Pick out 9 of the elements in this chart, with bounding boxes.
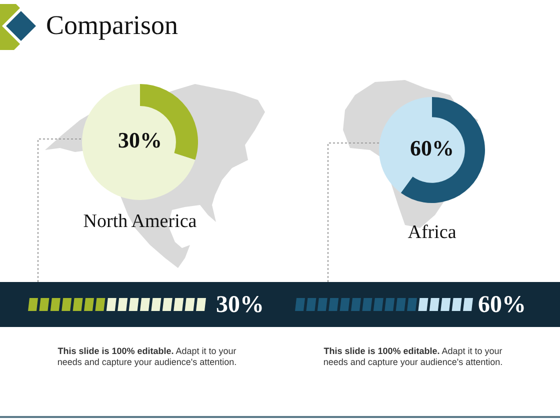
text: Africa [406, 221, 458, 245]
text: This slide is 100% editable. [324, 346, 440, 356]
data-label: 60% [410, 136, 454, 161]
text: Comparison [46, 9, 178, 42]
text: 60% [477, 291, 527, 320]
text: North America [82, 210, 198, 234]
text: 30% [215, 291, 265, 320]
data-label: 30% [118, 128, 162, 153]
text: This slide is 100% editable. [58, 346, 174, 356]
